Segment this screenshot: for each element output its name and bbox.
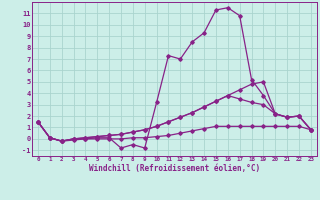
X-axis label: Windchill (Refroidissement éolien,°C): Windchill (Refroidissement éolien,°C) bbox=[89, 164, 260, 173]
